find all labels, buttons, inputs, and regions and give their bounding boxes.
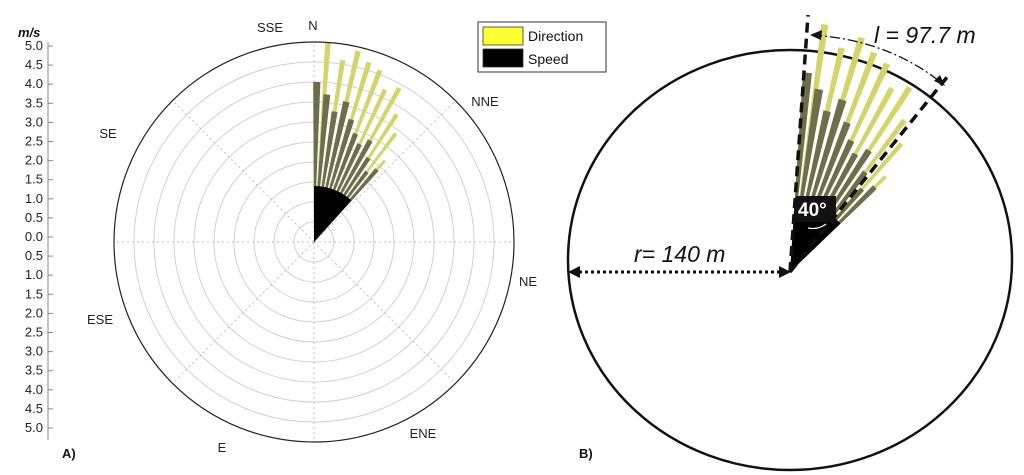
radius-arrow-right [779, 266, 791, 278]
sector-edge-left [788, 14, 810, 273]
arc-length-arc [811, 34, 945, 86]
y-tick-label: 3.0 [25, 344, 43, 359]
polar-outer-ring [113, 41, 515, 443]
y-tick-label: 4.5 [25, 57, 43, 72]
y-tick-label: 2.0 [25, 305, 43, 320]
y-tick-label: 0.5 [25, 248, 43, 263]
legend: Direction Speed [477, 21, 607, 73]
arc-length-label: l = 97.7 m [874, 22, 976, 48]
direction-labels: N NNE NE ENE E ESE SE SSE [87, 18, 537, 455]
legend-swatch-direction [482, 26, 524, 46]
direction-label-e: E [218, 440, 227, 455]
legend-label-speed: Speed [528, 51, 568, 67]
y-axis-ticks: 5.0 4.5 4.0 3.5 3.0 2.5 2.0 1.5 1.0 0.5 0.0 0.5 1.0 1… [25, 38, 53, 435]
direction-label-ene: ENE [410, 426, 437, 441]
grid-spoke [313, 241, 456, 384]
y-tick-label: 3.0 [25, 114, 43, 129]
angle-label: 40° [798, 200, 827, 221]
arc-arrow-right [934, 75, 945, 86]
arc-arrow-left [810, 30, 822, 40]
y-tick-label: 5.0 [25, 38, 43, 53]
y-tick-label: 5.0 [25, 420, 43, 435]
y-tick-label: 0.5 [25, 210, 43, 225]
legend-label-direction: Direction [528, 28, 583, 44]
direction-label-se: SE [99, 126, 117, 141]
y-tick-label: 1.5 [25, 286, 43, 301]
y-tick-label: 4.5 [25, 401, 43, 416]
panel-b: r= 140 m l = 97.7 m 40° B) [566, 14, 1014, 472]
legend-swatch-speed [482, 48, 524, 68]
grid-spoke [172, 241, 315, 384]
y-tick-label: 3.5 [25, 95, 43, 110]
y-tick-label: 2.5 [25, 325, 43, 340]
y-tick-label: 2.0 [25, 153, 43, 168]
y-tick-label: 1.5 [25, 172, 43, 187]
site-circle [566, 48, 1014, 472]
panel-b-label: B) [579, 446, 593, 461]
speed-core [314, 186, 352, 242]
radius-arrow-left [568, 266, 580, 278]
angle-label-bg [796, 196, 836, 222]
direction-label-ne: NE [519, 274, 537, 289]
angle-arc [807, 223, 827, 230]
panel-b-bars [790, 23, 913, 273]
direction-label-ese: ESE [87, 312, 113, 327]
direction-label-n: N [308, 18, 317, 33]
panel-a: m/s 5.0 4.5 4.0 3.5 3.0 2.5 2.0 1.5 1.0 0.5 0.0 0.5… [18, 18, 607, 461]
radius-label: r= 140 m [634, 241, 725, 267]
sector-edge-right [788, 74, 950, 274]
y-tick-label: 4.0 [25, 76, 43, 91]
y-tick-label: 1.0 [25, 267, 43, 282]
direction-label-nne: NNE [471, 94, 499, 109]
y-tick-label: 1.0 [25, 191, 43, 206]
y-tick-label: 0.0 [25, 229, 43, 244]
direction-label-sse: SSE [257, 20, 283, 35]
y-tick-label: 4.0 [25, 382, 43, 397]
grid-spoke [172, 100, 315, 243]
panel-a-label: A) [62, 446, 76, 461]
y-tick-label: 2.5 [25, 134, 43, 149]
y-tick-label: 3.5 [25, 363, 43, 378]
speed-bars [313, 81, 379, 242]
grid-spoke [313, 100, 456, 243]
y-axis-label: m/s [18, 25, 40, 40]
